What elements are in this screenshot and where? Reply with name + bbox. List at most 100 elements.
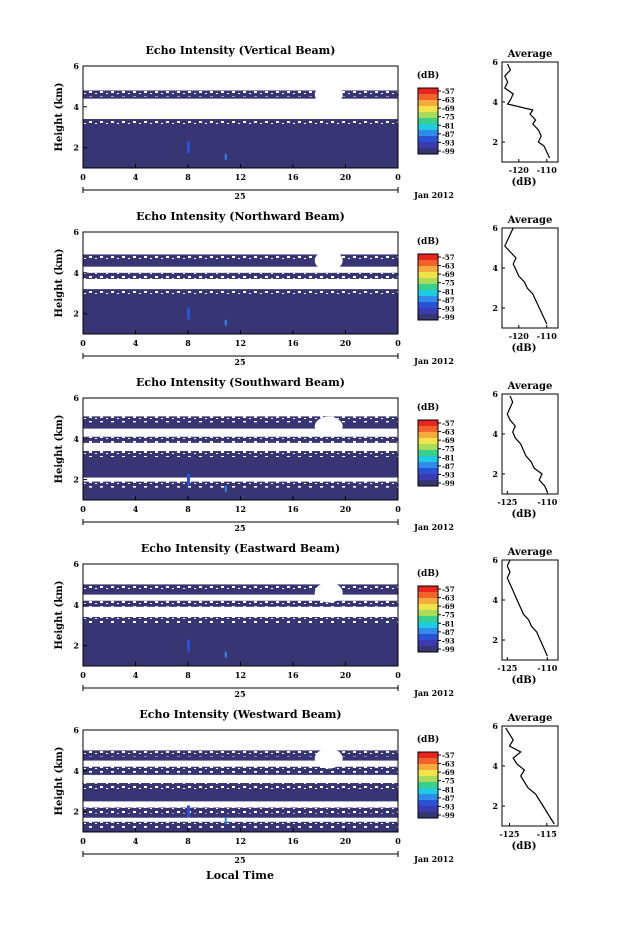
profile-y-tick-label: 4 xyxy=(492,263,498,273)
x-tick-label: 12 xyxy=(235,504,246,514)
profile-frame xyxy=(501,559,559,661)
speckle-band xyxy=(83,436,398,443)
colorbar-swatch xyxy=(418,130,438,137)
day-label: 25 xyxy=(234,855,245,865)
colorbar-tick-label: -57 xyxy=(442,585,455,594)
colorbar-swatch xyxy=(418,432,438,439)
echo-streak xyxy=(224,817,227,824)
no-echo-band xyxy=(83,606,398,618)
colorbar-swatch xyxy=(418,284,438,291)
colorbar-tick-label: -93 xyxy=(442,470,455,479)
colorbar-swatch xyxy=(418,302,438,309)
profile-frame xyxy=(501,393,559,495)
panel-title: Echo Intensity (Vertical Beam) xyxy=(145,44,335,57)
colorbar-tick-label: -99 xyxy=(442,147,455,156)
colorbar-tick-label: -81 xyxy=(442,619,455,628)
colorbar-swatch xyxy=(418,124,438,131)
colorbar-tick-label: -69 xyxy=(442,270,455,279)
profile-title: Average xyxy=(507,381,553,392)
profile-x-tick-label: -120 xyxy=(509,165,529,175)
y-axis-label: Height (km) xyxy=(54,83,65,152)
colorbar-tick-label: -87 xyxy=(442,296,455,305)
colorbar-swatch xyxy=(418,450,438,457)
colorbar-swatch xyxy=(418,800,438,807)
no-echo-band xyxy=(83,730,398,751)
x-tick-label: 20 xyxy=(340,172,352,182)
colorbar-swatch xyxy=(418,272,438,279)
x-tick-label: 0 xyxy=(395,338,401,348)
x-tick-label: 0 xyxy=(80,670,86,680)
y-axis-label: Height (km) xyxy=(54,747,65,816)
colorbar-tick-label: -75 xyxy=(442,445,455,454)
day-label: 25 xyxy=(234,689,245,699)
date-label: Jan 2012 xyxy=(413,190,454,200)
colorbar-swatch xyxy=(418,88,438,95)
colorbar-swatch xyxy=(418,622,438,629)
day-label: 25 xyxy=(234,523,245,533)
profile-frame xyxy=(501,61,559,163)
colorbar-swatch xyxy=(418,118,438,125)
x-tick-label: 8 xyxy=(185,338,191,348)
colorbar-tick-label: -75 xyxy=(442,777,455,786)
speckle-band xyxy=(83,617,398,624)
colorbar-tick-label: -75 xyxy=(442,279,455,288)
colorbar-swatch xyxy=(418,444,438,451)
profile-x-tick-label: -110 xyxy=(537,663,557,673)
colorbar-swatch xyxy=(418,764,438,771)
y-tick-label: 2 xyxy=(73,475,79,485)
no-echo-band xyxy=(83,801,398,808)
speckle-band xyxy=(83,119,398,126)
no-echo-blob xyxy=(314,748,343,769)
x-tick-label: 12 xyxy=(235,172,246,182)
x-tick-label: 0 xyxy=(80,504,86,514)
x-tick-label: 12 xyxy=(235,670,246,680)
colorbar-tick-label: -63 xyxy=(442,594,455,603)
profile-line xyxy=(504,63,551,159)
colorbar-tick-label: -69 xyxy=(442,436,455,445)
colorbar-tick-label: -87 xyxy=(442,628,455,637)
y-tick-label: 6 xyxy=(73,61,79,71)
speckle-band xyxy=(83,254,398,261)
echo-streak xyxy=(224,319,227,326)
x-tick-label: 20 xyxy=(340,670,352,680)
colorbar-swatch xyxy=(418,782,438,789)
no-echo-blob xyxy=(314,416,343,437)
colorbar-tick-label: -81 xyxy=(442,453,455,462)
colorbar-tick-label: -75 xyxy=(442,113,455,122)
profile-frame xyxy=(501,725,559,827)
x-tick-label: 0 xyxy=(395,172,401,182)
colorbar-swatch xyxy=(418,806,438,813)
colorbar-tick-label: -57 xyxy=(442,87,455,96)
profile-x-label: (dB) xyxy=(512,343,537,354)
day-label: 25 xyxy=(234,357,245,367)
profile-x-tick-label: -125 xyxy=(497,497,517,507)
colorbar-swatch xyxy=(418,290,438,297)
y-tick-label: 2 xyxy=(73,807,79,817)
colorbar-swatch xyxy=(418,296,438,303)
x-tick-label: 16 xyxy=(287,504,299,514)
speckle-band xyxy=(83,600,398,607)
colorbar-tick-label: -69 xyxy=(442,768,455,777)
x-tick-label: 16 xyxy=(287,338,299,348)
colorbar-swatch xyxy=(418,812,438,819)
no-echo-band xyxy=(83,428,398,437)
profile-x-label: (dB) xyxy=(512,675,537,686)
colorbar-tick-label: -93 xyxy=(442,636,455,645)
panel-2: Echo Intensity (Southward Beam) 2 4 6 Height… xyxy=(54,376,559,533)
colorbar-tick-label: -87 xyxy=(442,794,455,803)
colorbar-swatch xyxy=(418,610,438,617)
speckle-band xyxy=(83,451,398,458)
profile-y-tick-label: 6 xyxy=(492,223,498,233)
colorbar-swatch xyxy=(418,456,438,463)
no-echo-band xyxy=(83,594,398,601)
y-tick-label: 4 xyxy=(73,766,79,776)
echo-streak xyxy=(187,307,190,320)
colorbar-swatch xyxy=(418,420,438,427)
panel-title: Echo Intensity (Eastward Beam) xyxy=(141,542,340,555)
y-axis-label: Height (km) xyxy=(54,249,65,318)
no-echo-band xyxy=(83,477,398,482)
colorbar-swatch xyxy=(418,646,438,653)
colorbar-frame xyxy=(417,419,439,487)
colorbar-tick-label: -57 xyxy=(442,751,455,760)
colorbar-frame xyxy=(417,751,439,819)
